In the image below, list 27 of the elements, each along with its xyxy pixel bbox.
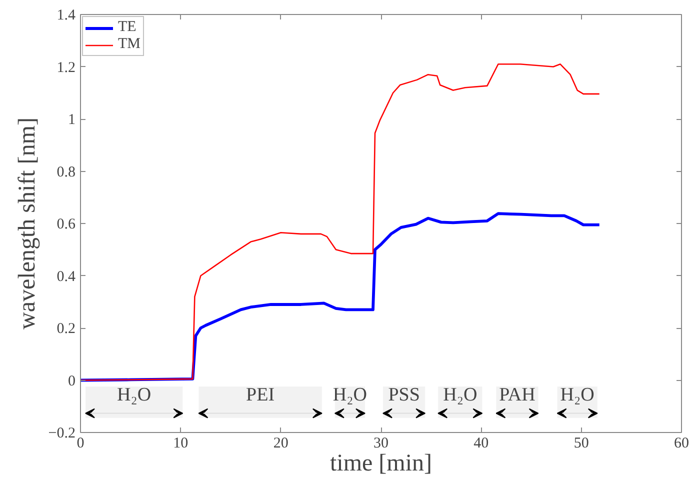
y-tick-label: 1.2 — [56, 60, 76, 76]
x-tick-label: 20 — [273, 436, 288, 452]
y-axis-title: wavelength shift [nm] — [14, 118, 40, 330]
band-label: H₂O — [443, 384, 478, 406]
x-tick-label: 10 — [173, 436, 188, 452]
line-series — [80, 63, 600, 381]
y-tick-label: 0.2 — [56, 321, 76, 337]
y-tick-label: 0.4 — [56, 268, 76, 285]
legend-label: TE — [118, 19, 138, 36]
band-label: PEI — [246, 384, 275, 406]
y-tick-label: 0.6 — [56, 216, 76, 232]
band-label: H₂O — [117, 384, 152, 406]
y-tick-label: 0.8 — [56, 164, 76, 180]
band-label: PSS — [388, 384, 420, 406]
y-tick-label: 0 — [68, 373, 76, 390]
legend-label: TM — [118, 36, 140, 53]
band-label: PAH — [499, 384, 536, 406]
band-label: H₂O — [332, 384, 367, 406]
x-tick-label: 30 — [374, 436, 388, 452]
x-tick-label: 60 — [674, 436, 689, 452]
x-tick-label: 50 — [574, 436, 589, 452]
y-tick-label: −0.2 — [48, 426, 76, 442]
y-tick-label: 1 — [68, 112, 76, 128]
band-label: H₂O — [560, 384, 594, 406]
y-tick-label: 1.4 — [56, 8, 76, 24]
x-axis-title: time [min] — [330, 450, 432, 476]
x-tick-label: 40 — [474, 436, 489, 452]
